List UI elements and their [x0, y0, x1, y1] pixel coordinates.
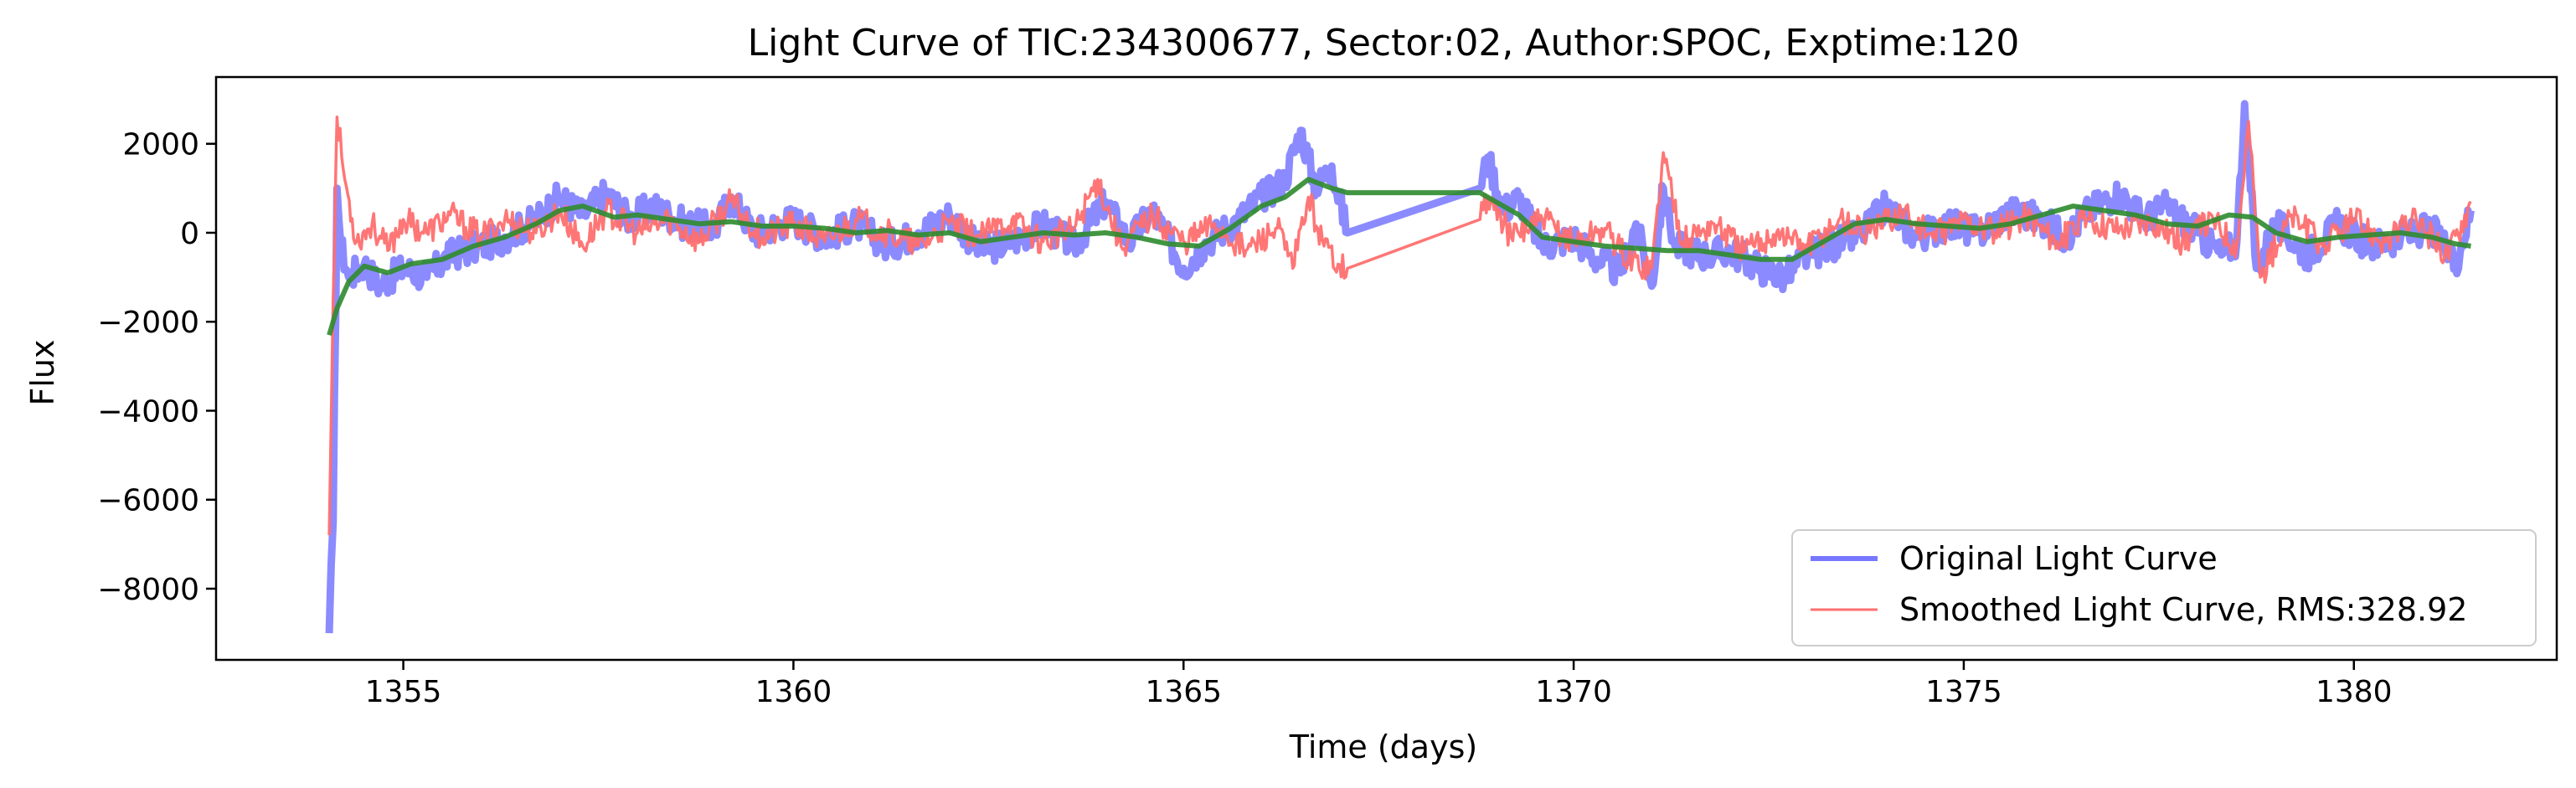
- chart-title: Light Curve of TIC:234300677, Sector:02,…: [748, 22, 2020, 64]
- trend-curve-series: [327, 177, 2471, 337]
- x-tick-label: 1375: [1925, 675, 2002, 709]
- legend-label-original: Original Light Curve: [1899, 540, 2218, 577]
- x-tick-label: 1380: [2316, 675, 2393, 709]
- x-tick-label: 1355: [365, 675, 442, 709]
- y-axis-label: Flux: [24, 340, 61, 406]
- y-tick-label: −4000: [97, 394, 199, 429]
- plot-area: [214, 75, 2558, 662]
- plot-frame: [214, 75, 2558, 662]
- y-tick-label: −6000: [97, 484, 199, 518]
- y-tick-label: 2000: [122, 128, 199, 162]
- x-tick-label: 1370: [1535, 675, 1612, 709]
- legend-label-smoothed: Smoothed Light Curve, RMS:328.92: [1899, 591, 2467, 628]
- smoothed-light-curve-series: [327, 116, 2472, 536]
- y-axis: 2000 0 −2000 −4000 −6000 −8000: [97, 128, 216, 607]
- x-tick-label: 1360: [755, 675, 832, 709]
- legend-box: [1791, 529, 2537, 646]
- x-axis: 1355 1360 1365 1370 1375 1380: [365, 660, 2393, 709]
- x-axis-label: Time (days): [1289, 729, 1477, 765]
- legend: Original Light Curve Smoothed Light Curv…: [1791, 529, 2537, 646]
- y-tick-label: 0: [180, 217, 199, 251]
- x-tick-label: 1365: [1145, 675, 1222, 709]
- y-tick-label: −8000: [97, 573, 199, 607]
- y-tick-label: −2000: [97, 306, 199, 340]
